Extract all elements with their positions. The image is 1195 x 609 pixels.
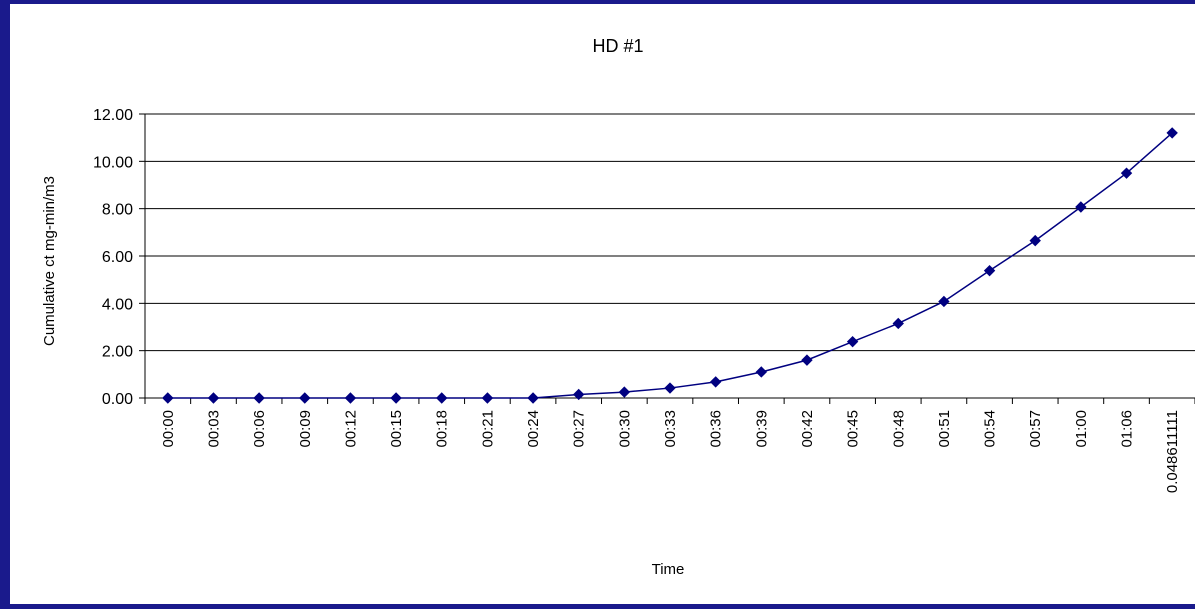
data-point-marker	[207, 392, 220, 404]
x-axis-ticks: 00:00 00:03 00:06 00:09 00:12 00:15 00:18 00:21…	[144, 398, 1195, 493]
y-axis-ticks: 0.00 2.00 4.00 6.00 8.00 10.00 12.00	[93, 107, 145, 408]
x-tick-label: 00:33	[662, 410, 679, 448]
data-point-marker	[527, 392, 539, 404]
x-tick-label: 00:18	[434, 410, 451, 448]
x-tick-label: 00:39	[753, 410, 770, 448]
x-tick-label: 00:57	[1027, 410, 1044, 448]
data-point-marker	[892, 317, 904, 330]
data-point-marker	[572, 388, 585, 401]
y-tick-label: 8.00	[102, 202, 133, 219]
data-point-marker	[846, 335, 859, 348]
data-point-marker	[390, 392, 402, 404]
y-axis-label: Cumulative ct mg-min/m3	[41, 176, 58, 346]
data-point-marker	[253, 392, 265, 404]
data-point-marker	[481, 392, 494, 404]
data-point-marker	[709, 376, 722, 388]
x-tick-label: 00:12	[342, 410, 359, 448]
x-tick-label: 00:36	[708, 410, 725, 448]
data-point-marker	[801, 354, 813, 366]
data-point-marker	[1166, 127, 1178, 139]
x-tick-label: 00:15	[388, 410, 405, 448]
data-point-marker	[618, 386, 631, 398]
y-tick-label: 12.00	[93, 107, 133, 124]
data-point-marker	[1120, 167, 1133, 179]
data-point-marker	[299, 392, 311, 404]
data-point-marker	[1075, 201, 1087, 213]
gridlines	[144, 113, 1195, 399]
data-point-marker	[344, 392, 357, 404]
data-point-marker	[983, 264, 996, 277]
x-tick-label: 00:54	[982, 410, 999, 448]
x-tick-label: 00:30	[616, 410, 633, 448]
series-line-path	[167, 132, 1173, 399]
y-tick-label: 2.00	[102, 344, 133, 361]
chart-title: HD #1	[592, 36, 643, 56]
x-tick-label: 01:00	[1073, 410, 1090, 448]
y-tick-label: 10.00	[93, 154, 133, 171]
data-points	[162, 127, 1178, 404]
data-point-marker	[755, 366, 768, 378]
data-point-marker	[664, 382, 676, 394]
x-tick-label: 0.048611111	[1164, 410, 1181, 493]
x-tick-label: 00:48	[890, 410, 907, 448]
x-tick-label: 00:45	[845, 410, 862, 448]
x-tick-label: 00:27	[571, 410, 588, 448]
x-tick-label: 00:42	[799, 410, 816, 448]
x-tick-label: 00:09	[297, 410, 314, 448]
series-line	[167, 132, 1173, 399]
data-point-marker	[436, 392, 448, 404]
x-tick-label: 00:03	[205, 410, 222, 448]
data-point-marker	[938, 295, 950, 308]
chart-area: HD #1 Cumulative ct mg-min/m3 Time 0.00 2…	[10, 4, 1195, 604]
x-tick-label: 00:51	[936, 410, 953, 448]
y-tick-label: 6.00	[102, 249, 133, 266]
x-tick-label: 00:24	[525, 410, 542, 448]
x-tick-label: 00:21	[479, 410, 496, 448]
y-tick-label: 0.00	[102, 391, 133, 408]
y-tick-label: 4.00	[102, 296, 133, 313]
data-point-marker	[1029, 234, 1041, 247]
x-tick-label: 00:06	[251, 410, 268, 448]
line-chart: HD #1 Cumulative ct mg-min/m3 Time 0.00 2…	[41, 36, 1195, 578]
x-tick-label: 01:06	[1119, 410, 1136, 448]
data-point-marker	[162, 392, 174, 404]
x-axis-label: Time	[652, 561, 685, 578]
x-tick-label: 00:00	[160, 410, 177, 448]
